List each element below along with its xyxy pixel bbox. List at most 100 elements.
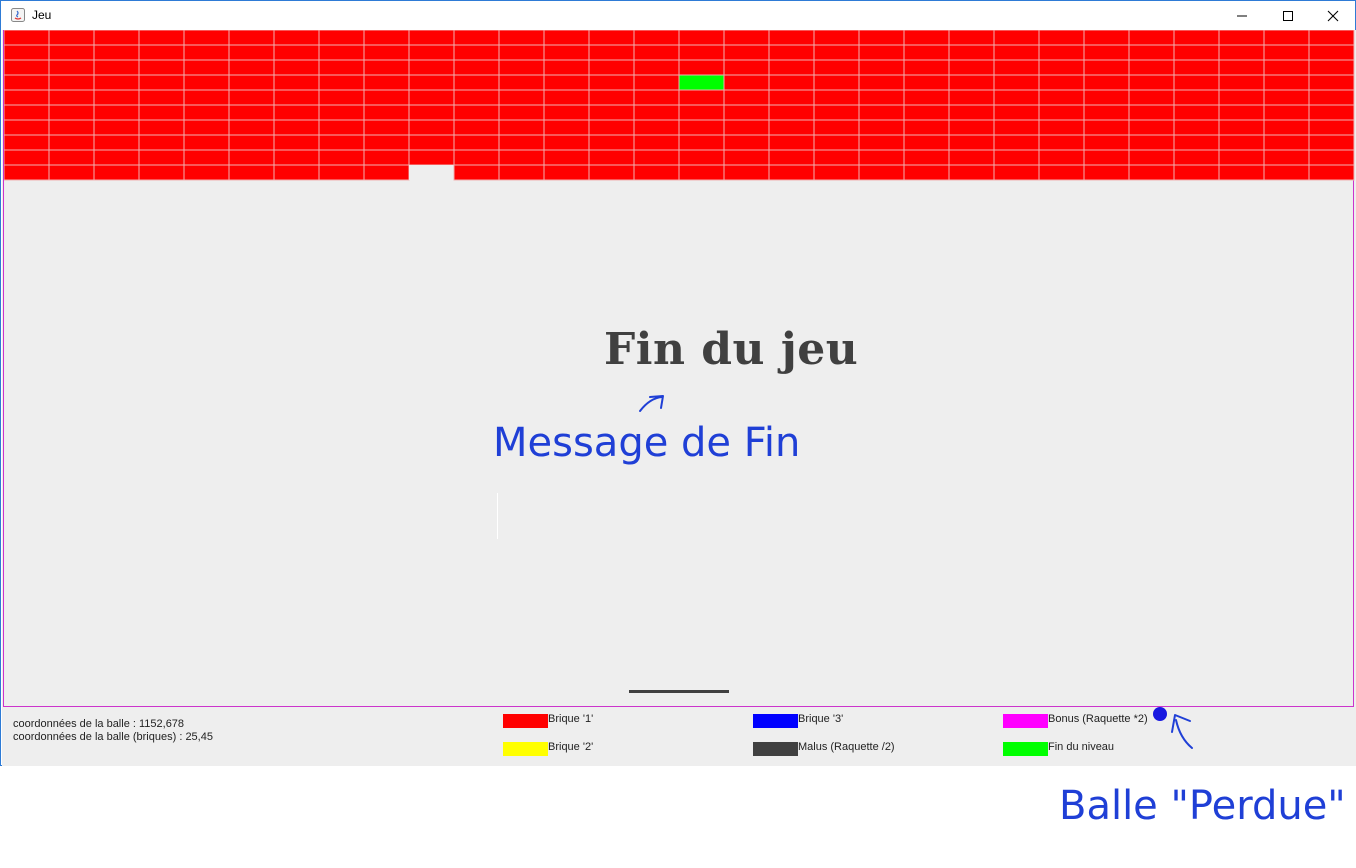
brick-brique-1 bbox=[453, 30, 500, 46]
brick-brique-1 bbox=[1308, 30, 1355, 46]
brick-brique-1 bbox=[1263, 134, 1310, 151]
brick-brique-1 bbox=[138, 149, 185, 166]
brick-brique-1 bbox=[543, 119, 590, 136]
brick-brique-1 bbox=[858, 44, 905, 61]
brick-brique-1 bbox=[813, 74, 860, 91]
brick-brique-1 bbox=[588, 149, 635, 166]
brick-brique-1 bbox=[903, 119, 950, 136]
brick-brique-1 bbox=[453, 149, 500, 166]
brick-brique-1 bbox=[408, 44, 455, 61]
legend-label: Brique '1' bbox=[548, 713, 594, 725]
brick-brique-1 bbox=[138, 164, 185, 181]
brick-brique-1 bbox=[723, 44, 770, 61]
brick-brique-1 bbox=[1308, 119, 1355, 136]
brick-brique-1 bbox=[363, 89, 410, 106]
brick-brique-1 bbox=[273, 149, 320, 166]
brick-brique-1 bbox=[1308, 89, 1355, 106]
brick-brique-1 bbox=[768, 104, 815, 121]
brick-brique-1 bbox=[858, 74, 905, 91]
brick-brique-1 bbox=[678, 59, 725, 76]
brick-brique-1 bbox=[1308, 59, 1355, 76]
brick-brique-1 bbox=[318, 89, 365, 106]
brick-brique-1 bbox=[543, 74, 590, 91]
brick-brique-1 bbox=[768, 30, 815, 46]
brick-brique-1 bbox=[1083, 59, 1130, 76]
brick-brique-1 bbox=[543, 89, 590, 106]
brick-brique-1 bbox=[408, 149, 455, 166]
brick-brique-1 bbox=[48, 134, 95, 151]
brick-brique-1 bbox=[588, 74, 635, 91]
title-bar[interactable]: Jeu bbox=[1, 1, 1355, 30]
brick-brique-1 bbox=[948, 89, 995, 106]
brick-brique-1 bbox=[93, 104, 140, 121]
brick-brique-1 bbox=[633, 59, 680, 76]
brick-brique-1 bbox=[633, 89, 680, 106]
brick-brique-1 bbox=[543, 30, 590, 46]
brick-brique-1 bbox=[453, 119, 500, 136]
brick-brique-1 bbox=[813, 134, 860, 151]
brick-brique-1 bbox=[588, 59, 635, 76]
brick-brique-1 bbox=[1308, 134, 1355, 151]
brick-brique-1 bbox=[993, 149, 1040, 166]
brick-brique-1 bbox=[1128, 30, 1175, 46]
brick-brique-1 bbox=[723, 164, 770, 181]
brick-brique-1 bbox=[228, 89, 275, 106]
brick-brique-1 bbox=[273, 164, 320, 181]
brick-brique-1 bbox=[408, 30, 455, 46]
brick-brique-1 bbox=[228, 44, 275, 61]
brick-brique-1 bbox=[858, 149, 905, 166]
brick-brique-1 bbox=[813, 30, 860, 46]
brick-brique-1 bbox=[1128, 134, 1175, 151]
brick-brique-1 bbox=[1083, 74, 1130, 91]
brick-brique-1 bbox=[1263, 119, 1310, 136]
brick-brique-1 bbox=[408, 59, 455, 76]
brick-brique-1 bbox=[1038, 44, 1085, 61]
brick-brique-1 bbox=[48, 44, 95, 61]
end-message: Fin du jeu bbox=[604, 324, 859, 375]
brick-brique-1 bbox=[1218, 164, 1265, 181]
brick-brique-1 bbox=[678, 119, 725, 136]
brick-brique-1 bbox=[138, 134, 185, 151]
brick-brique-1 bbox=[723, 134, 770, 151]
brick-brique-1 bbox=[1263, 44, 1310, 61]
brick-brique-1 bbox=[4, 59, 50, 76]
brick-brique-1 bbox=[588, 89, 635, 106]
brick-brique-1 bbox=[678, 104, 725, 121]
brick-brique-1 bbox=[768, 44, 815, 61]
brick-brique-1 bbox=[1218, 104, 1265, 121]
brick-brique-1 bbox=[1173, 74, 1220, 91]
close-button[interactable] bbox=[1310, 1, 1356, 30]
brick-brique-1 bbox=[1218, 119, 1265, 136]
brick-brique-1 bbox=[1128, 74, 1175, 91]
minimize-button[interactable] bbox=[1219, 1, 1265, 30]
brick-brique-1 bbox=[543, 104, 590, 121]
brick-brique-1 bbox=[993, 104, 1040, 121]
brick-brique-1 bbox=[993, 44, 1040, 61]
maximize-button[interactable] bbox=[1265, 1, 1311, 30]
brick-brique-1 bbox=[1173, 134, 1220, 151]
brick-brique-1 bbox=[948, 119, 995, 136]
brick-brique-1 bbox=[813, 164, 860, 181]
brick-brique-1 bbox=[228, 30, 275, 46]
brick-brique-1 bbox=[858, 134, 905, 151]
annotation-arrow-ball-icon bbox=[1171, 714, 1193, 749]
brick-brique-1 bbox=[93, 134, 140, 151]
brick-brique-1 bbox=[93, 89, 140, 106]
brick-brique-1 bbox=[453, 59, 500, 76]
paddle[interactable] bbox=[629, 690, 729, 693]
brick-brique-1 bbox=[1218, 74, 1265, 91]
brick-brique-1 bbox=[768, 74, 815, 91]
brick-brique-1 bbox=[273, 30, 320, 46]
game-area[interactable]: Fin du jeu bbox=[3, 30, 1355, 707]
brick-brique-1 bbox=[813, 149, 860, 166]
brick-brique-1 bbox=[723, 119, 770, 136]
brick-brique-1 bbox=[1263, 164, 1310, 181]
brick-brique-1 bbox=[813, 104, 860, 121]
brick-brique-1 bbox=[633, 164, 680, 181]
brick-brique-1 bbox=[1218, 44, 1265, 61]
brick-brique-1 bbox=[1263, 89, 1310, 106]
brick-brique-1 bbox=[1083, 119, 1130, 136]
brick-brique-1 bbox=[363, 164, 410, 181]
brick-brique-1 bbox=[813, 44, 860, 61]
brick-fin-du-niveau bbox=[678, 74, 725, 91]
